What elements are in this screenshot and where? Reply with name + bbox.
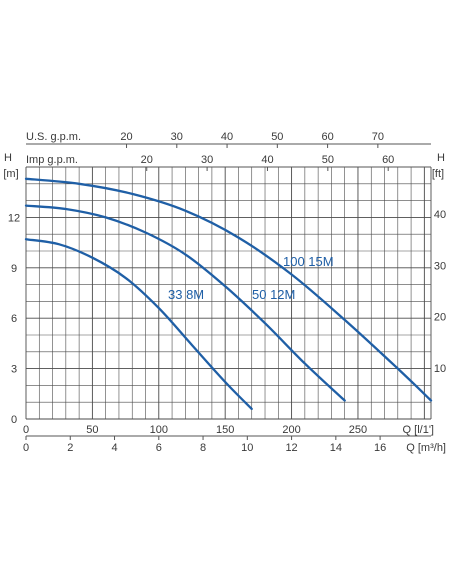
flow-m3h-tick-label: 10 <box>241 442 253 454</box>
right-axis-unit: [ft] <box>432 168 444 180</box>
flow-m3h-tick-label: 4 <box>111 442 117 454</box>
usgpm-tick-label: 60 <box>321 131 333 143</box>
flow-m3h-tick-label: 14 <box>330 442 342 454</box>
usgpm-tick-label: 30 <box>171 131 183 143</box>
left-tick-label: 3 <box>11 364 17 376</box>
series-label-2: 100 15M <box>283 254 334 269</box>
flow-lpm-tick-label: 250 <box>349 424 367 436</box>
usgpm-tick-label: 50 <box>271 131 283 143</box>
right-tick-label: 10 <box>434 363 446 375</box>
right-tick-label: 30 <box>434 260 446 272</box>
left-tick-label: 6 <box>11 313 17 325</box>
flow-m3h-tick-label: 2 <box>67 442 73 454</box>
series-label-0: 33 8M <box>168 287 204 302</box>
impgpm-tick-label: 60 <box>382 154 394 166</box>
usgpm-axis-label: U.S. g.p.m. <box>26 131 81 143</box>
curve-50-12m <box>24 204 346 402</box>
flow-lpm-tick-label: 100 <box>150 424 168 436</box>
flow-m3h-tick-label: 12 <box>285 442 297 454</box>
usgpm-tick-label: 40 <box>221 131 233 143</box>
left-tick-label: 9 <box>11 263 17 275</box>
curve-33-8m <box>24 238 253 411</box>
impgpm-tick-label: 20 <box>141 154 153 166</box>
series-label-1: 50 12M <box>252 287 295 302</box>
impgpm-tick-label: 40 <box>261 154 273 166</box>
right-tick-label: 20 <box>434 312 446 324</box>
impgpm-axis-label: Imp g.p.m. <box>26 154 78 166</box>
flow-m3h-tick-label: 6 <box>156 442 162 454</box>
grid <box>25 166 432 420</box>
right-axis-symbol: H <box>437 152 445 164</box>
flow-lpm-tick-label: 150 <box>216 424 234 436</box>
left-tick-label: 12 <box>8 212 20 224</box>
left-tick-label: 0 <box>11 414 17 426</box>
impgpm-tick-label: 50 <box>322 154 334 166</box>
usgpm-tick-label: 70 <box>372 131 384 143</box>
flow-lpm-tick-label: 50 <box>86 424 98 436</box>
flow-lpm-tick-label: 200 <box>282 424 300 436</box>
flow-lpm-tick-label: 0 <box>23 424 29 436</box>
flow-m3h-tick-label: 16 <box>374 442 386 454</box>
flow-m3h-tick-label: 8 <box>200 442 206 454</box>
performance-curves: 33 8M 50 12M 100 15M <box>24 177 433 411</box>
impgpm-tick-label: 30 <box>201 154 213 166</box>
usgpm-tick-label: 20 <box>120 131 132 143</box>
flow-lpm-axis-label: Q [l/1'] <box>403 424 434 436</box>
flow-m3h-axis-label: Q [m³/h] <box>406 442 446 454</box>
left-axis-unit: [m] <box>3 168 18 180</box>
flow-m3h-tick-label: 0 <box>23 442 29 454</box>
right-tick-label: 40 <box>434 209 446 221</box>
left-axis-symbol: H <box>4 152 12 164</box>
curve-100-15m <box>24 177 433 402</box>
